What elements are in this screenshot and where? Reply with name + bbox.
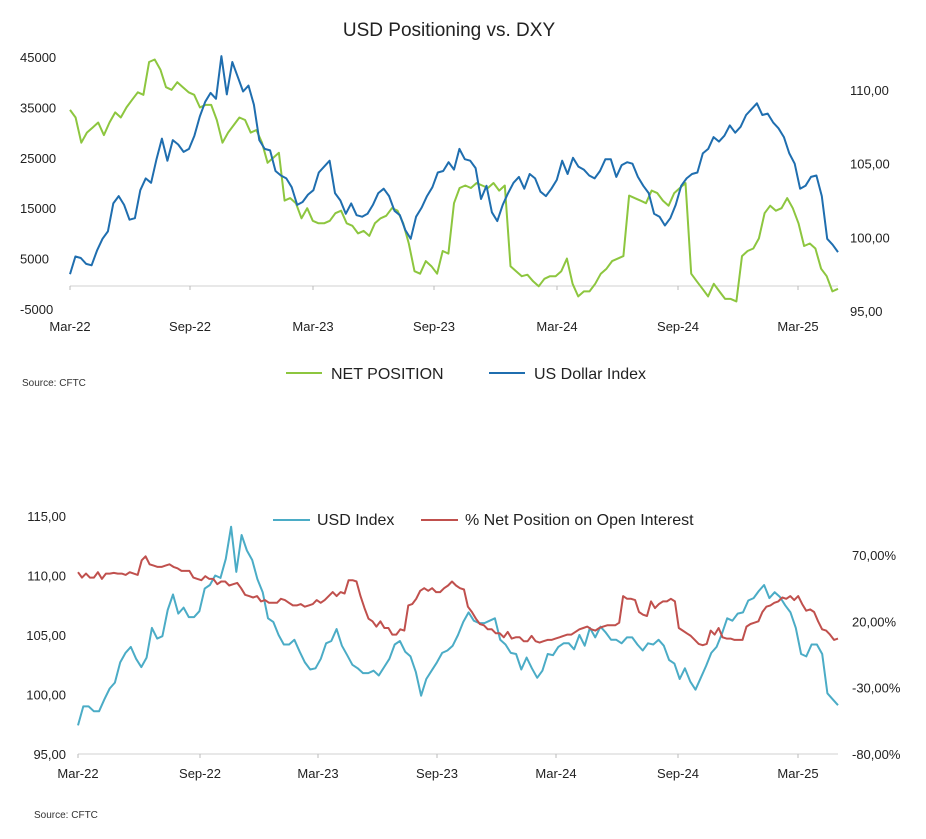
y-right-tick-label: -80,00% (852, 747, 901, 762)
x-tick-labels: Mar-22 Sep-22 Mar-23 Sep-23 Mar-24 Sep-24 Mar-… (49, 319, 818, 334)
legend-label-net-position-oi: % Net Position on Open Interest (465, 512, 694, 529)
y-right-tick-label: 20,00% (852, 614, 897, 629)
x-tick-label: Mar-24 (535, 766, 576, 781)
x-tick-label: Mar-25 (777, 766, 818, 781)
x-tick-labels: Mar-22 Sep-22 Mar-23 Sep-23 Mar-24 Sep-24 Mar-… (57, 766, 818, 781)
y-left-tick-label: 95,00 (33, 747, 66, 762)
x-tick-label: Sep-24 (657, 766, 699, 781)
y-right-tick-label: 95,00 (850, 304, 883, 319)
x-tick-label: Mar-22 (49, 319, 90, 334)
y-left-tick-label: 5000 (20, 252, 49, 267)
x-tick-label: Sep-22 (179, 766, 221, 781)
left-y-tick-labels: -5000 5000 15000 25000 35000 45000 (20, 50, 56, 317)
y-right-tick-label: 110,00 (850, 83, 889, 98)
chart-usd-index-vs-net-position: USD Index % Net Position on Open Interes… (26, 509, 901, 821)
series-line-net-position-on-open-interest (77, 555, 839, 647)
x-axis (77, 753, 838, 758)
x-tick-label: Sep-23 (416, 766, 458, 781)
series-line-net-position (69, 58, 839, 303)
y-right-tick-label: 70,00% (852, 548, 897, 563)
series-lines (69, 55, 839, 303)
series-lines (77, 525, 839, 726)
right-y-tick-labels: -80,00% -30,00% 20,00% 70,00% (852, 548, 901, 762)
x-tick-label: Mar-22 (57, 766, 98, 781)
y-left-tick-label: 110,00 (27, 569, 66, 584)
x-tick-label: Mar-23 (297, 766, 338, 781)
legend-label-net-position: NET POSITION (331, 366, 444, 383)
x-axis (69, 285, 838, 290)
source-note: Source: CFTC (34, 810, 98, 821)
left-y-tick-labels: 95,00 100,00 105,00 110,00 115,00 (26, 509, 66, 762)
legend-label-usd-index: USD Index (317, 512, 394, 529)
y-right-tick-label: 105,00 (850, 157, 890, 172)
legend-label-us-dollar-index: US Dollar Index (534, 366, 646, 383)
source-note: Source: CFTC (22, 378, 86, 389)
legend: USD Index % Net Position on Open Interes… (273, 512, 694, 529)
chart-usd-positioning: USD Positioning vs. DXY -5000 5000 15000 25… (20, 20, 890, 389)
x-tick-label: Mar-24 (536, 319, 577, 334)
y-left-tick-label: 45000 (20, 50, 56, 65)
x-tick-label: Sep-22 (169, 319, 211, 334)
x-tick-label: Sep-23 (413, 319, 455, 334)
chart-title: USD Positioning vs. DXY (343, 20, 556, 41)
series-line-usd-index (77, 525, 839, 726)
x-tick-label: Mar-25 (777, 319, 818, 334)
y-left-tick-label: 115,00 (27, 509, 66, 524)
y-right-tick-label: 100,00 (850, 230, 890, 245)
right-y-tick-labels: 95,00 100,00 105,00 110,00 (850, 83, 890, 319)
legend: NET POSITION US Dollar Index (286, 366, 646, 383)
y-left-tick-label: 105,00 (26, 628, 66, 643)
y-left-tick-label: 35000 (20, 100, 56, 115)
y-left-tick-label: 25000 (20, 151, 56, 166)
y-left-tick-label: 100,00 (26, 688, 66, 703)
series-line-us-dollar-index (69, 55, 839, 275)
x-tick-label: Sep-24 (657, 319, 699, 334)
y-left-tick-label: -5000 (20, 302, 53, 317)
y-left-tick-label: 15000 (20, 201, 56, 216)
y-right-tick-label: -30,00% (852, 681, 901, 696)
x-tick-label: Mar-23 (292, 319, 333, 334)
